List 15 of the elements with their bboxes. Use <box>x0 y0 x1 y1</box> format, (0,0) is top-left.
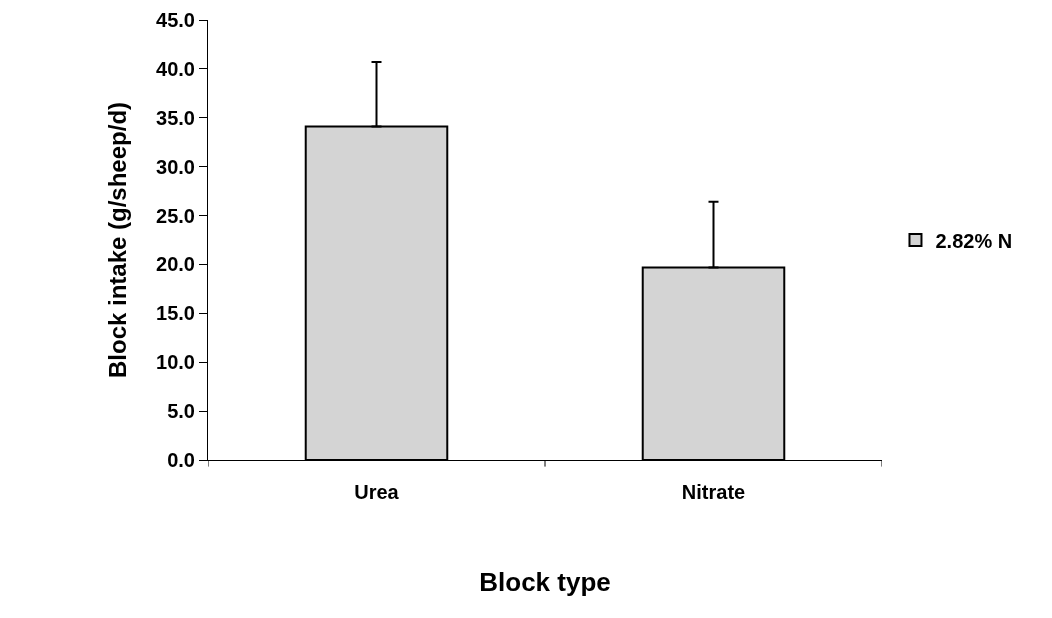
y-tick-label: 10.0 <box>156 351 195 374</box>
y-tick-label: 15.0 <box>156 302 195 325</box>
y-tick-label: 0.0 <box>167 449 195 471</box>
x-tick-label: Nitrate <box>681 481 746 503</box>
y-tick-label: 35.0 <box>156 106 195 129</box>
y-tick-label: 25.0 <box>156 204 195 227</box>
y-tick-label: 40.0 <box>156 57 195 80</box>
y-axis-title: Block intake (g/sheep/d) <box>104 101 132 379</box>
y-tick-label: 30.0 <box>156 155 195 178</box>
y-tick-label: 20.0 <box>156 253 195 276</box>
y-tick-label: 45.0 <box>156 9 195 31</box>
y-tick-label: 5.0 <box>167 400 195 423</box>
legend-label: 2.82% N <box>935 229 1013 252</box>
x-axis-title: Block type <box>479 566 611 597</box>
x-tick-label: Urea <box>354 481 400 503</box>
